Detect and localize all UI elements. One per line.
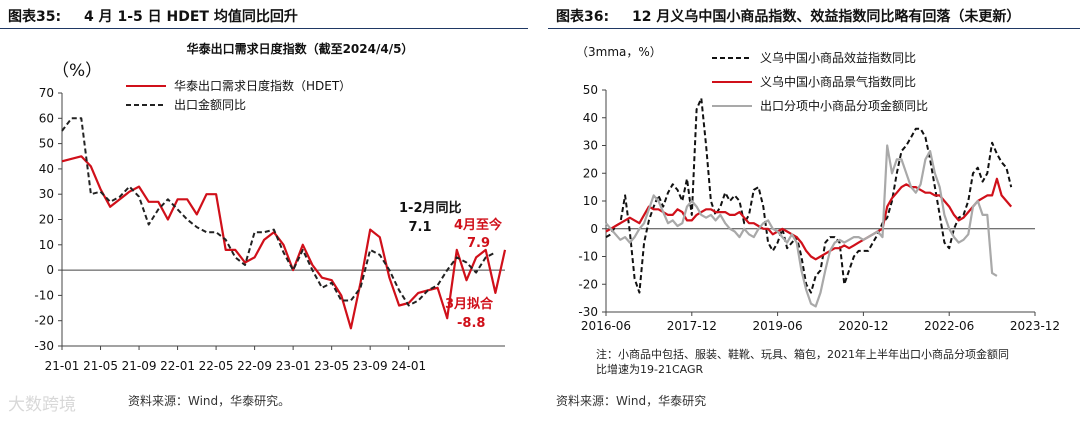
annotation-label: 1-2月同比 [399, 200, 462, 216]
y-tick-label: 30 [583, 139, 598, 153]
annotation-label: -8.8 [457, 316, 485, 331]
x-tick-label: 22-05 [199, 359, 234, 373]
y-tick-label: 20 [39, 213, 54, 227]
y-tick-label: 30 [39, 187, 54, 201]
y-tick-label: 10 [39, 238, 54, 252]
figure-number: 图表36: [556, 9, 610, 25]
y-tick-label: 20 [583, 166, 598, 180]
x-tick-label: 2017-12 [667, 319, 717, 333]
y-tick-label: 0 [46, 263, 54, 277]
figure-title: 12 月义乌中国小商品指数、效益指数同比略有回落（未更新） [632, 9, 1021, 25]
legend-label: 出口分项中小商品分项金额同比 [760, 98, 928, 113]
legend-label: 华泰出口需求日度指数（HDET） [174, 78, 351, 93]
annotation-label: 7.1 [408, 220, 431, 235]
y-tick-label: -10 [34, 288, 54, 302]
annotation-label: 3月拟合 [445, 296, 494, 312]
x-tick-label: 21-05 [83, 359, 118, 373]
x-tick-label: 22-09 [237, 359, 272, 373]
right-panel: 图表36: 12 月义乌中国小商品指数、效益指数同比略有回落（未更新） （3mm… [548, 0, 1080, 421]
watermark-logo: 大数跨境 [8, 395, 76, 415]
figure-header: 图表36: 12 月义乌中国小商品指数、效益指数同比略有回落（未更新） [548, 2, 1080, 29]
y-tick-label: -30 [578, 305, 598, 319]
figure-header: 图表35: 4 月 1-5 日 HDET 均值同比回升 [0, 2, 528, 29]
y-tick-label: 40 [583, 111, 598, 125]
x-tick-label: 23-05 [314, 359, 349, 373]
y-tick-label: 40 [39, 162, 54, 176]
series-line-2 [605, 177, 1013, 261]
x-tick-label: 2022-06 [924, 319, 974, 333]
y-tick-label: 50 [583, 83, 598, 97]
chart-note: 注：小商品中包括、服装、鞋靴、玩具、箱包，2021年上半年出口小商品分项金额同 [596, 348, 1009, 361]
chart-note: 比增速为19-21CAGR [596, 363, 704, 376]
y-tick-label: -10 [578, 250, 598, 264]
annotation-label: 4月至今 [454, 217, 503, 233]
y-tick-label: 0 [590, 222, 598, 236]
left-panel: 图表35: 4 月 1-5 日 HDET 均值同比回升 华泰出口需求日度指数（截… [0, 0, 528, 421]
y-tick-label: 10 [583, 194, 598, 208]
x-tick-label: 23-09 [353, 359, 388, 373]
x-tick-label: 2023-12 [1010, 319, 1060, 333]
x-tick-label: 23-01 [276, 359, 311, 373]
y-tick-label: -20 [34, 314, 54, 328]
y-tick-label: 50 [39, 137, 54, 151]
y-axis-unit: （3mma，%） [576, 45, 662, 59]
series-line-1 [605, 97, 1013, 294]
x-tick-label: 2020-12 [838, 319, 888, 333]
y-tick-label: -30 [34, 339, 54, 353]
figure-number: 图表35: [8, 9, 62, 25]
series-line-3 [605, 144, 998, 308]
y-tick-label: -20 [578, 277, 598, 291]
hdet-chart: 华泰出口需求日度指数（截至2024/4/5） （%） 70 60 50 40 30 20 10 0… [34, 41, 507, 373]
x-tick-label: 22-01 [160, 359, 195, 373]
series-line-1 [61, 155, 507, 330]
figure-title: 4 月 1-5 日 HDET 均值同比回升 [84, 9, 298, 25]
x-tick-label: 2019-06 [753, 319, 803, 333]
legend-label: 义乌中国小商品景气指数同比 [760, 74, 916, 89]
x-tick-label: 21-01 [45, 359, 80, 373]
annotation-label: 7.9 [467, 236, 490, 251]
legend-label: 出口金额同比 [174, 97, 246, 112]
chart-title: 华泰出口需求日度指数（截至2024/4/5） [187, 41, 414, 56]
x-tick-label: 2016-06 [581, 319, 631, 333]
source-note: 资料来源：Wind，华泰研究 [556, 394, 707, 408]
y-axis-unit: （%） [52, 61, 102, 81]
legend-label: 义乌中国小商品效益指数同比 [760, 50, 916, 65]
y-tick-label: 60 [39, 111, 54, 125]
x-tick-label: 24-01 [391, 359, 426, 373]
source-note: 资料来源：Wind，华泰研究。 [128, 394, 291, 408]
y-tick-label: 70 [39, 86, 54, 100]
x-tick-label: 21-09 [122, 359, 157, 373]
